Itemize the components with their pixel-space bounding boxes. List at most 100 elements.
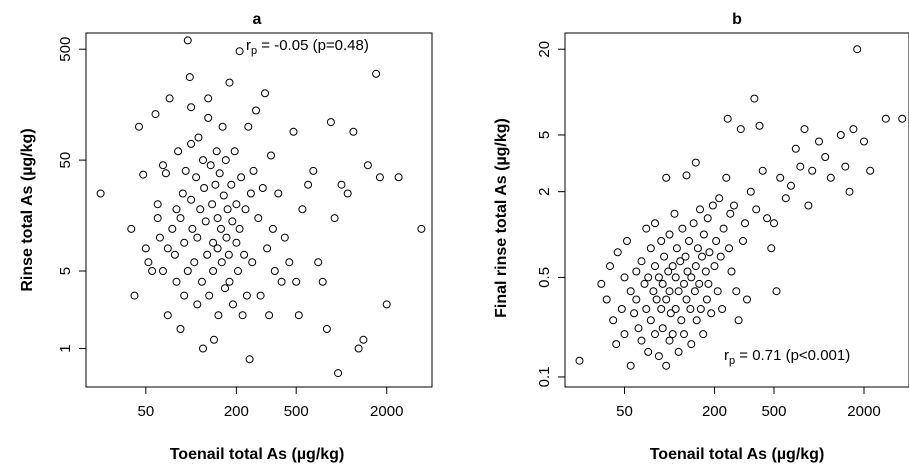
- panel-a-point: [244, 122, 253, 131]
- panel-b-point: [699, 230, 708, 239]
- panel-b-point: [710, 262, 719, 271]
- panel-b-point: [637, 257, 646, 266]
- panel-a-point: [227, 180, 236, 189]
- panel-a-point: [161, 169, 170, 178]
- panel-b-point: [654, 352, 663, 361]
- panel-a-point: [190, 258, 199, 267]
- panel-a-point: [235, 47, 244, 56]
- panel-b-point: [716, 252, 725, 261]
- panel-b-point: [722, 173, 731, 182]
- panel-b-point: [687, 340, 696, 349]
- panel-a-point: [224, 250, 233, 259]
- panel-b-point: [713, 287, 722, 296]
- panel-a-point: [248, 258, 257, 267]
- panel-a-point: [277, 277, 286, 286]
- panel-a-point: [246, 189, 255, 198]
- panel-b-point: [666, 309, 675, 318]
- panel-b-point: [739, 237, 747, 245]
- panel-b-point: [668, 262, 677, 271]
- panel-b-point: [704, 279, 713, 288]
- panel-a-point: [363, 161, 372, 170]
- panel-b-point: [682, 295, 691, 304]
- panel-a-point: [242, 291, 251, 300]
- panel-a-point: [263, 244, 272, 253]
- panel-a-point: [238, 311, 247, 320]
- panel-a-point: [221, 156, 230, 165]
- panel-b-point: [685, 237, 693, 245]
- panel-a-point: [193, 233, 202, 242]
- panel-a-point: [127, 224, 136, 233]
- panel-b-point: [692, 316, 701, 325]
- panel-b-point: [668, 330, 677, 339]
- panel-a-point: [206, 161, 215, 170]
- panel-a-point: [225, 78, 234, 87]
- panel-a-point: [245, 355, 254, 364]
- panel-a: a 50 200 500 2000 1 5 50 500 rp = -0.05 (p=0.4…: [19, 11, 433, 463]
- panel-a-point: [217, 224, 225, 233]
- panel-b: b 50 200 500 2000 0.1 0.5 2 5 20 rp = 0.71 (p<0…: [493, 11, 909, 463]
- panel-b-point: [658, 324, 667, 333]
- panel-a-x-tick-label: 200: [224, 403, 249, 420]
- panel-a-point: [229, 300, 237, 309]
- panel-a-point: [375, 173, 384, 182]
- panel-a-point: [197, 277, 206, 286]
- panel-a-point: [359, 335, 368, 344]
- panel-b-point: [651, 330, 659, 339]
- panel-a-point: [174, 147, 183, 156]
- panel-a-point: [334, 369, 343, 378]
- panel-a-point: [234, 267, 242, 275]
- panel-a-point: [241, 205, 250, 214]
- panel-a-point: [139, 170, 148, 179]
- panel-a-point: [256, 291, 265, 300]
- panel-b-y-tick-label: 0.1: [536, 367, 553, 388]
- panel-a-point: [208, 200, 217, 209]
- panel-a-point: [181, 166, 190, 175]
- panel-b-point: [821, 153, 830, 161]
- panel-b-point: [860, 137, 868, 146]
- panel-b-point: [701, 267, 710, 276]
- panel-b-point: [715, 194, 724, 203]
- panel-a-point: [222, 233, 231, 242]
- panel-b-point: [791, 144, 800, 153]
- panel-b-point: [646, 316, 655, 325]
- panel-a-point: [417, 224, 426, 233]
- panel-b-point: [770, 219, 778, 228]
- panel-b-point: [815, 137, 823, 146]
- panel-b-point: [676, 257, 685, 266]
- panel-b-point: [781, 194, 790, 203]
- panel-b-point: [665, 287, 674, 296]
- panel-b-point: [626, 287, 635, 296]
- panel-b-point: [674, 347, 683, 356]
- panel-a-x-tick-label: 50: [137, 403, 154, 420]
- panel-b-points: [575, 45, 907, 370]
- panel-b-point: [687, 273, 696, 282]
- panel-a-point: [232, 238, 241, 247]
- panel-b-point: [726, 209, 735, 218]
- panel-a-point: [265, 311, 274, 320]
- panel-a-point: [232, 200, 241, 209]
- panel-a-x-axis-title: Toenail total As (µg/kg): [170, 446, 345, 463]
- panel-a-point: [268, 224, 277, 233]
- panel-b-point: [695, 279, 704, 288]
- panel-b-point: [826, 173, 835, 182]
- panel-b-y-axis: 0.1 0.5 2 5 20: [536, 41, 565, 387]
- panel-a-point: [188, 224, 197, 233]
- panel-b-point: [671, 273, 680, 282]
- panel-a-point: [204, 113, 213, 122]
- panel-b-y-tick-label: 2: [536, 187, 553, 195]
- panel-a-point: [172, 205, 181, 214]
- panel-b-point: [606, 262, 614, 271]
- panel-a-point: [326, 118, 335, 127]
- panel-b-point: [620, 273, 629, 282]
- panel-a-point: [309, 166, 318, 175]
- panel-a-point: [170, 250, 179, 259]
- panel-b-point: [796, 162, 805, 171]
- panel-a-point: [261, 89, 269, 98]
- panel-a-point: [168, 224, 177, 233]
- panel-a-point: [285, 258, 294, 267]
- panel-a-point: [180, 291, 189, 300]
- panel-b-point: [662, 361, 671, 370]
- panel-b-point: [705, 248, 714, 257]
- panel-a-x-tick-label: 500: [284, 403, 309, 420]
- panel-b-point: [841, 162, 850, 171]
